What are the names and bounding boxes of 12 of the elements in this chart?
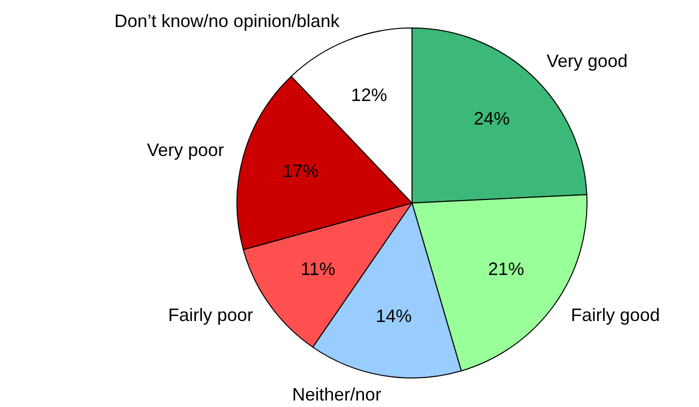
data-label: 11% (300, 258, 336, 279)
data-label: 17% (282, 161, 319, 182)
data-label: 12% (351, 84, 388, 105)
slice-label: Don’t know/no opinion/blank (114, 10, 341, 31)
data-label: 21% (488, 258, 524, 279)
data-label: 24% (474, 108, 510, 128)
slice-label: Neither/nor (292, 384, 382, 405)
slice-label: Very good (546, 50, 628, 71)
slice-label: Very poor (147, 140, 224, 160)
data-label: 14% (376, 306, 412, 326)
slice-label: Fairly poor (168, 305, 254, 326)
slice-label: Fairly good (570, 305, 660, 326)
